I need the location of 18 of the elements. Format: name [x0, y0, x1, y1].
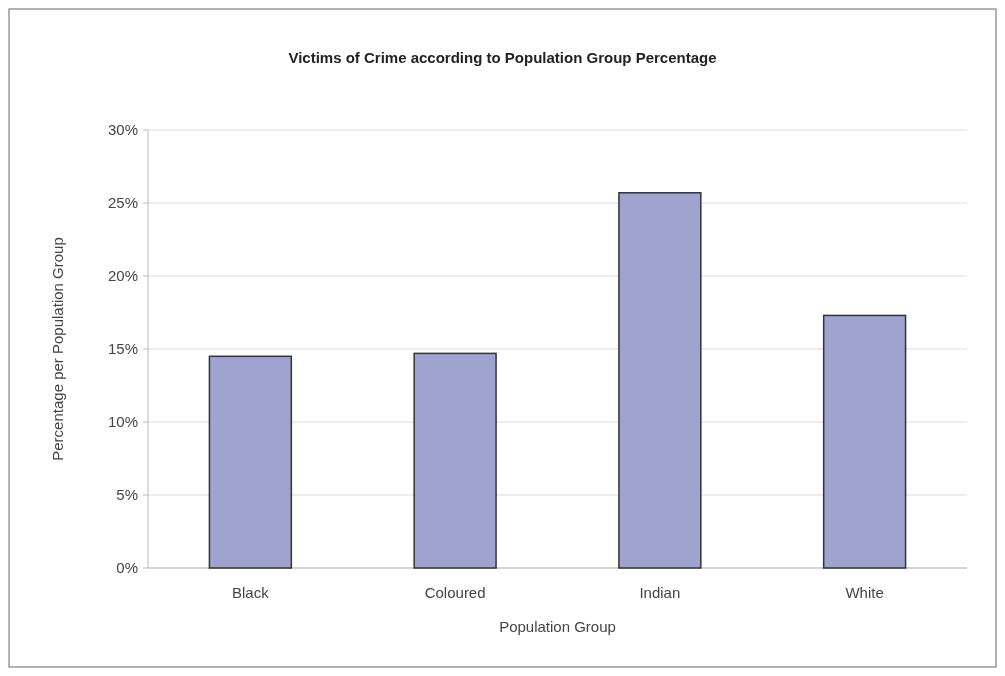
- x-tick-label: Indian: [639, 584, 681, 601]
- x-tick-label: White: [845, 584, 884, 601]
- y-tick-label: 0%: [116, 559, 138, 577]
- x-tick-label: Black: [232, 584, 270, 601]
- y-tick-label: 20%: [107, 267, 138, 285]
- x-axis-title: Population Group: [499, 618, 616, 635]
- y-axis-title: Percentage per Population Group: [49, 237, 66, 461]
- bar: [618, 192, 702, 569]
- y-tick-label: 15%: [107, 340, 138, 358]
- y-tick-label: 25%: [107, 194, 138, 212]
- y-tick-label: 10%: [107, 413, 138, 431]
- bar: [208, 355, 293, 569]
- x-tick-label: Coloured: [424, 584, 486, 601]
- bar: [822, 314, 907, 569]
- chart-title: Victims of Crime according to Population Group Percentage: [288, 49, 717, 66]
- y-tick-label: 30%: [107, 121, 138, 139]
- bar: [413, 352, 497, 569]
- y-tick-label: 5%: [116, 486, 138, 504]
